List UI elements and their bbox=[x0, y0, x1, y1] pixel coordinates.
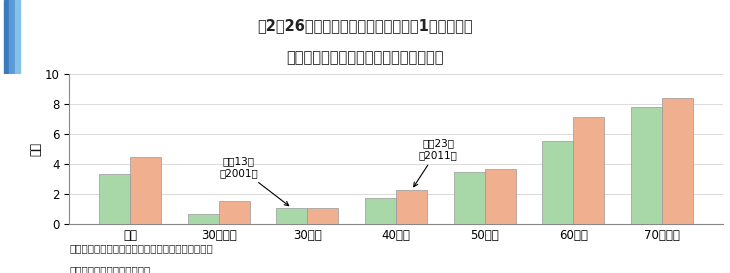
Text: 図2－26　世帯主の年齢階層別世帯呔1人当たりの: 図2－26 世帯主の年齢階層別世帯呔1人当たりの bbox=[257, 18, 473, 33]
Text: 資料：総務省「家計調査」を基に農林水産省で作成: 資料：総務省「家計調査」を基に農林水産省で作成 bbox=[69, 243, 213, 253]
Bar bbox=[662, 98, 693, 224]
Bar bbox=[396, 190, 427, 224]
Bar bbox=[485, 169, 515, 224]
Bar bbox=[188, 214, 219, 224]
Bar bbox=[15, 0, 20, 74]
Text: 健康保持用摄取品の年間支出金額の推移: 健康保持用摄取品の年間支出金額の推移 bbox=[286, 50, 444, 65]
Bar bbox=[4, 0, 9, 74]
Bar bbox=[307, 208, 339, 224]
Bar bbox=[219, 201, 250, 224]
Bar bbox=[99, 174, 130, 224]
Bar bbox=[573, 117, 604, 224]
Bar bbox=[631, 108, 662, 224]
Bar bbox=[130, 157, 161, 224]
Bar bbox=[453, 172, 485, 224]
Text: 注：対象は二人以上の世帯: 注：対象は二人以上の世帯 bbox=[69, 265, 150, 273]
Bar bbox=[365, 198, 396, 224]
Bar bbox=[542, 141, 573, 224]
Text: 平成13年
（2001）: 平成13年 （2001） bbox=[219, 156, 288, 206]
Bar bbox=[9, 0, 15, 74]
Y-axis label: 千円: 千円 bbox=[29, 142, 42, 156]
Bar bbox=[277, 208, 307, 224]
Text: 平成23年
（2011）: 平成23年 （2011） bbox=[414, 138, 458, 187]
